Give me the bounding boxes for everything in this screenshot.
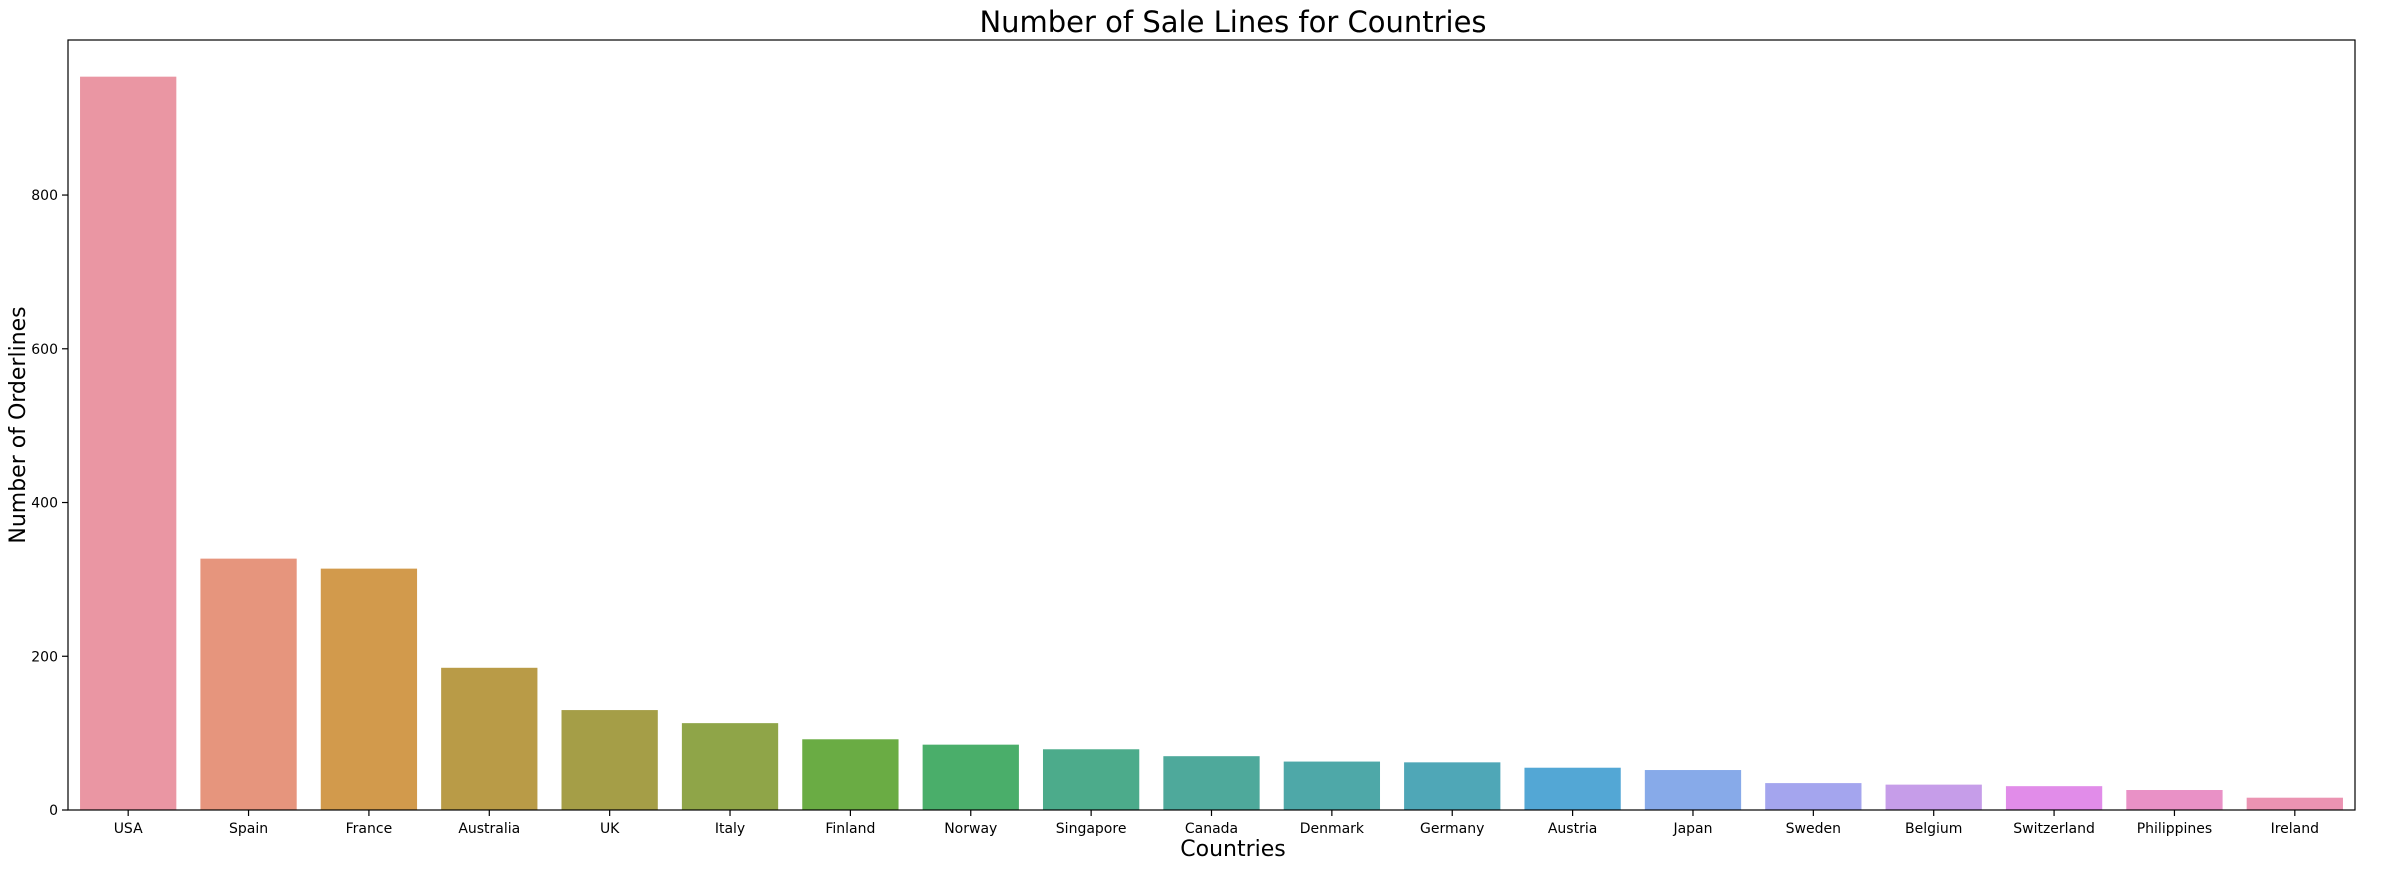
bar-denmark <box>1283 761 1381 810</box>
bars-layer <box>80 76 2343 811</box>
bar-belgium <box>1885 784 1982 810</box>
x-axis-label: Countries <box>1180 837 1286 862</box>
bar-philippines <box>2126 790 2223 810</box>
bar-germany <box>1404 762 1501 810</box>
bar-norway <box>922 744 1019 810</box>
bar-usa <box>80 76 177 811</box>
x-tick-label: France <box>346 821 393 837</box>
bar-sweden <box>1765 783 1862 810</box>
bar-canada <box>1163 756 1260 810</box>
bar-spain <box>200 558 297 810</box>
axes-layer: USA Spain France Australia UK Italy Finland Nor… <box>31 39 2356 837</box>
x-tick-label: Norway <box>944 821 997 837</box>
x-tick-label: Sweden <box>1786 821 1841 837</box>
bar-ireland <box>2246 797 2343 810</box>
bar-japan <box>1644 770 1742 810</box>
y-tick-label: 0 <box>49 803 58 819</box>
x-tick-label: Singapore <box>1056 821 1127 837</box>
chart-title: Number of Sale Lines for Countries <box>979 5 1486 39</box>
y-tick-label: 800 <box>31 188 58 204</box>
x-tick-label: Austria <box>1548 821 1597 837</box>
y-tick-label: 400 <box>31 496 58 512</box>
x-tick-label: Philippines <box>2137 821 2212 837</box>
x-tick-label: Spain <box>229 821 268 837</box>
x-tick-label: Ireland <box>2271 821 2319 837</box>
bar-australia <box>441 667 538 810</box>
x-tick-label: Switzerland <box>2013 821 2095 837</box>
x-tick-label: Belgium <box>1905 821 1962 837</box>
x-tick-label: Denmark <box>1300 821 1365 837</box>
x-tick-label: Finland <box>825 821 875 837</box>
bar-switzerland <box>2005 786 2103 810</box>
bar-france <box>320 568 418 810</box>
bar-italy <box>681 723 779 810</box>
bar-finland <box>802 739 899 810</box>
x-tick-label: USA <box>114 821 143 837</box>
bar-austria <box>1524 767 1621 810</box>
y-tick-label: 200 <box>31 649 58 665</box>
x-tick-label: Italy <box>715 821 745 837</box>
plot-frame <box>67 39 2356 811</box>
x-tick-label: UK <box>600 821 620 837</box>
x-tick-label: Australia <box>458 821 520 837</box>
y-axis-label: Number of Orderlines <box>6 306 31 543</box>
x-tick-label: Germany <box>1420 821 1484 837</box>
bar-uk <box>561 710 658 810</box>
bar-singapore <box>1042 749 1140 810</box>
x-tick-label: Japan <box>1672 821 1712 837</box>
y-tick-label: 600 <box>31 342 58 358</box>
x-tick-label: Canada <box>1185 821 1238 837</box>
